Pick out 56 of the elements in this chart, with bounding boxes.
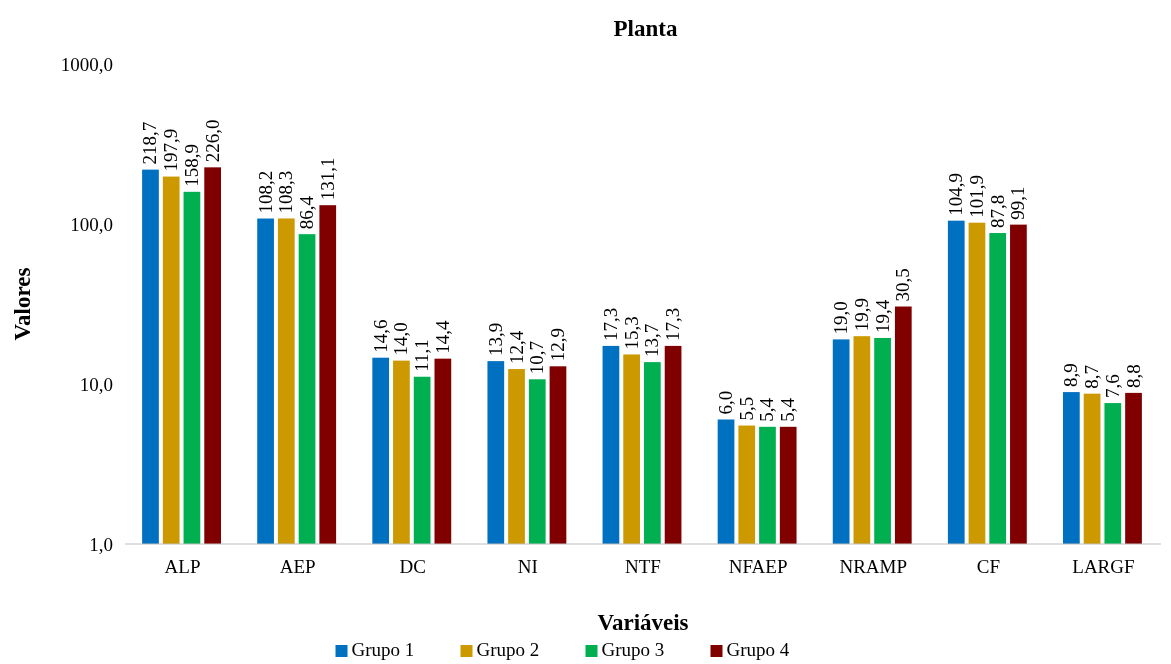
data-label: 8,8: [1122, 364, 1144, 388]
y-axis-title: Valores: [10, 267, 35, 341]
data-label: 7,6: [1101, 374, 1123, 399]
x-tick-label: ALP: [164, 556, 201, 577]
legend-label: Grupo 2: [476, 639, 540, 660]
data-label: 11,1: [411, 339, 433, 372]
data-label: 87,8: [986, 194, 1008, 229]
data-label: 13,7: [641, 323, 663, 358]
legend-label: Grupo 4: [726, 639, 790, 660]
data-label: 218,7: [139, 121, 161, 165]
data-label: 14,0: [390, 322, 412, 356]
data-label: 8,9: [1060, 363, 1082, 388]
x-tick-label: NTF: [625, 556, 661, 577]
data-label: 226,0: [201, 119, 223, 163]
data-label: 17,3: [599, 307, 621, 341]
data-label: 5,4: [777, 397, 799, 422]
x-tick-label: DC: [399, 556, 426, 577]
data-label: 13,9: [484, 322, 506, 357]
y-tick-label: 1,0: [89, 533, 113, 555]
y-tick-label: 1000,0: [60, 53, 113, 75]
data-label: 19,9: [850, 297, 872, 332]
data-label: 14,4: [431, 319, 453, 354]
y-tick-label: 10,0: [79, 373, 113, 395]
data-label: 99,1: [1007, 186, 1029, 220]
x-tick-label: NRAMP: [839, 556, 908, 577]
data-label: 108,3: [275, 170, 297, 214]
data-label: 17,3: [662, 307, 684, 341]
data-label: 104,9: [945, 172, 967, 216]
legend-label: Grupo 3: [601, 639, 665, 660]
data-label: 12,4: [505, 330, 527, 365]
x-tick-label: CF: [976, 556, 1000, 577]
data-label: 10,7: [526, 341, 548, 375]
data-label: 14,6: [369, 319, 391, 353]
data-label: 101,9: [965, 174, 987, 218]
data-label: 19,0: [830, 301, 852, 335]
data-label: 5,5: [735, 396, 757, 421]
data-label: 12,9: [546, 328, 568, 362]
data-label: 8,7: [1081, 364, 1103, 389]
x-tick-label: NFAEP: [728, 556, 788, 577]
data-label: 19,4: [871, 299, 893, 333]
data-label: 108,2: [254, 170, 276, 214]
y-tick-label: 100,0: [70, 213, 113, 235]
legend-label: Grupo 1: [351, 639, 415, 660]
data-label: 5,4: [756, 397, 778, 422]
data-label: 30,5: [892, 268, 914, 302]
x-axis-title: Variáveis: [597, 610, 689, 635]
data-label: 6,0: [715, 390, 737, 415]
data-label: 86,4: [296, 195, 318, 230]
chart-title: Planta: [613, 16, 678, 41]
data-label: 131,1: [316, 157, 338, 201]
x-tick-label: LARGF: [1072, 556, 1135, 577]
data-label: 15,3: [620, 316, 642, 350]
data-label: 158,9: [180, 144, 202, 187]
data-label: 197,9: [160, 128, 182, 172]
x-tick-label: AEP: [279, 556, 316, 577]
x-tick-label: NI: [517, 556, 538, 577]
